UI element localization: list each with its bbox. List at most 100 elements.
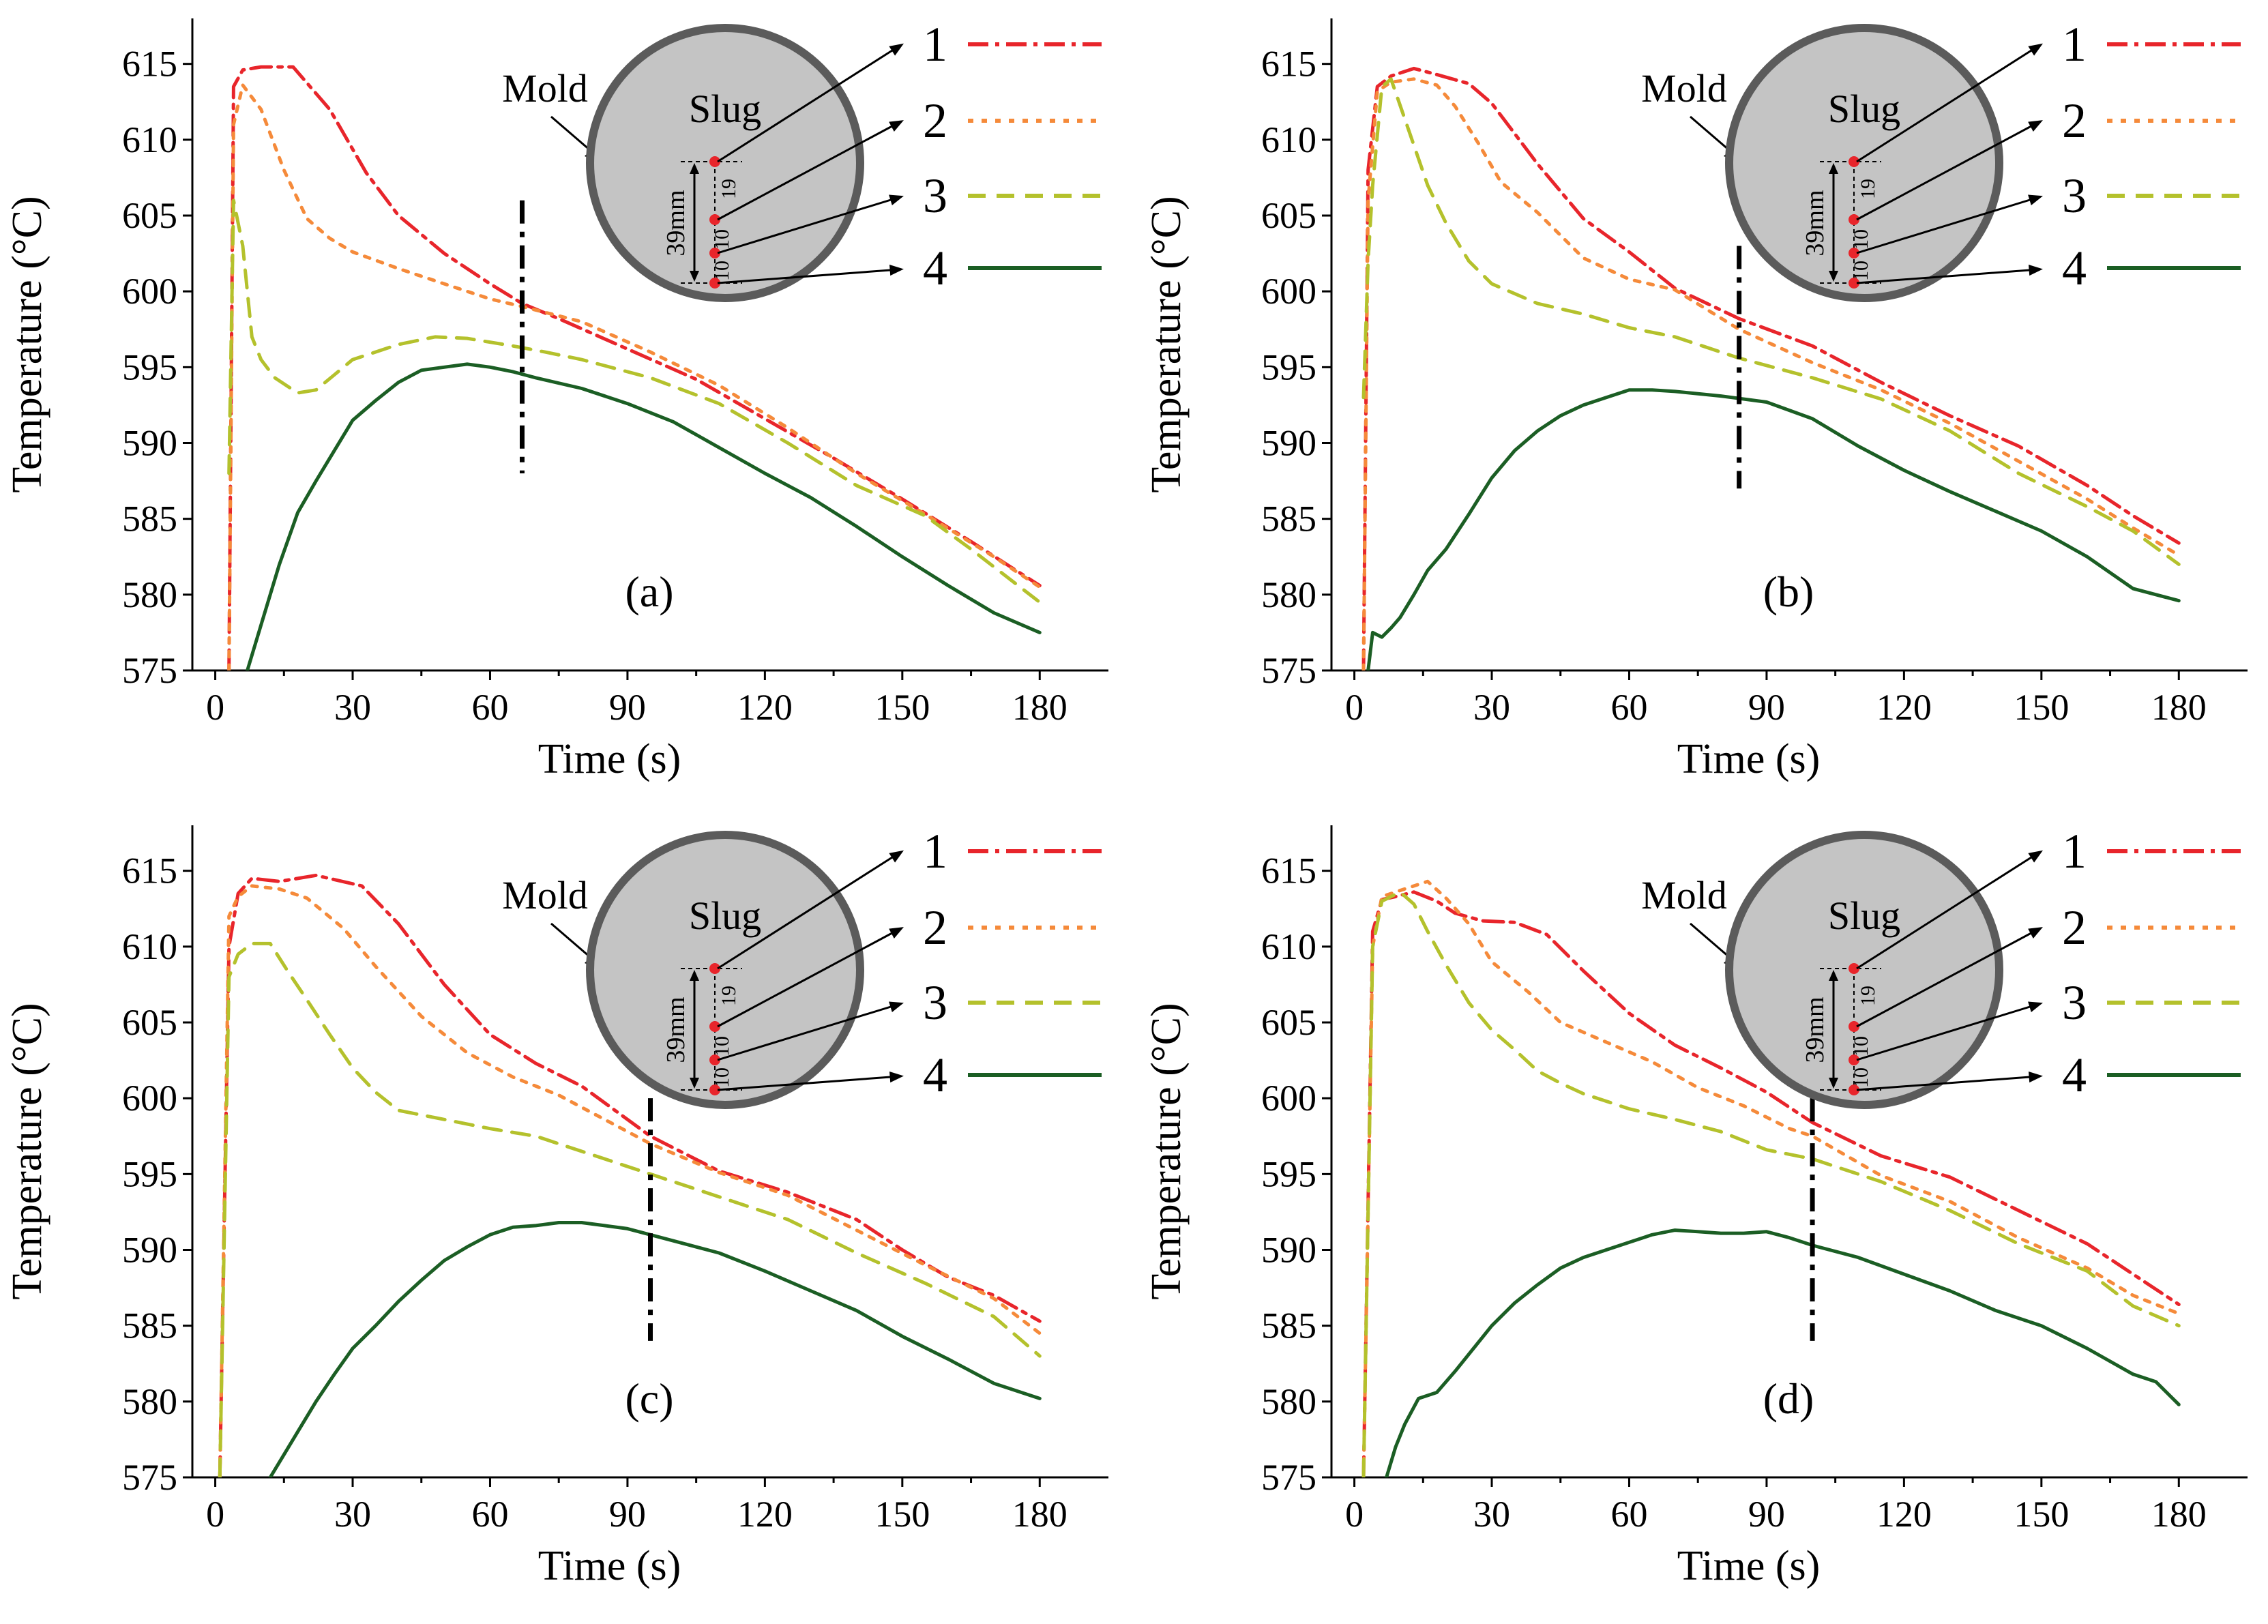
thermocouple-point-2 — [709, 1021, 720, 1032]
series-line-4 — [246, 362, 1042, 670]
x-tick-label: 60 — [1610, 687, 1647, 728]
y-tick-label: 610 — [1261, 926, 1316, 967]
slug-label: Slug — [689, 894, 761, 938]
dimension-c-label: 19 — [718, 986, 740, 1006]
dimension-arrow-bottom — [1829, 1078, 1838, 1089]
thermocouple-point-4 — [709, 278, 720, 289]
leader-arrow-2 — [889, 927, 904, 939]
slug-label: Slug — [689, 87, 761, 131]
series-line-2 — [1361, 77, 2181, 670]
series-line-1 — [218, 873, 1042, 1477]
slug-label: Slug — [1828, 894, 1900, 938]
x-tick-label: 180 — [1012, 1494, 1067, 1535]
thermocouple-point-1 — [1849, 963, 1859, 974]
series-line-4 — [1366, 388, 2181, 670]
x-tick-label: 60 — [1610, 1494, 1647, 1535]
dimension-total-label: 39mm — [662, 996, 690, 1063]
leader-arrow-4 — [889, 265, 904, 276]
x-tick-label: 180 — [2151, 687, 2207, 728]
leader-arrow-4 — [2028, 1072, 2043, 1083]
y-axis-title: Temperature (°C) — [4, 1003, 50, 1299]
x-tick-label: 150 — [2014, 1494, 2069, 1535]
dimension-c-label: 19 — [718, 179, 740, 199]
x-tick-label: 60 — [471, 687, 508, 728]
y-tick-label: 595 — [122, 346, 177, 387]
panel-label: (d) — [1763, 1374, 1814, 1423]
y-axis-title: Temperature (°C) — [4, 196, 50, 492]
legend-number-1: 1 — [923, 17, 947, 72]
dimension-b-label: 10 — [1850, 229, 1872, 250]
x-tick-label: 0 — [206, 1494, 224, 1535]
legend-number-1: 1 — [2062, 824, 2087, 879]
leader-arrow-4 — [2028, 265, 2043, 276]
thermocouple-point-4 — [709, 1084, 720, 1095]
leader-line-4 — [1856, 268, 2039, 284]
leader-line-1 — [1856, 851, 2039, 970]
dimension-arrow-bottom — [1829, 271, 1838, 282]
y-tick-label: 585 — [122, 499, 177, 540]
dimension-b-label: 10 — [711, 229, 733, 250]
y-tick-label: 575 — [1261, 650, 1316, 691]
legend-number-4: 4 — [923, 241, 947, 295]
y-tick-label: 595 — [1261, 1153, 1316, 1194]
dimension-c-label: 19 — [1857, 986, 1879, 1006]
y-axis-title: Temperature (°C) — [1143, 196, 1190, 492]
leader-line-1 — [717, 851, 900, 970]
x-tick-label: 90 — [609, 1494, 646, 1535]
x-tick-label: 120 — [1876, 687, 1932, 728]
leader-line-3 — [717, 196, 900, 254]
dimension-c-label: 19 — [1857, 179, 1879, 199]
y-tick-label: 600 — [1261, 1078, 1316, 1119]
series-line-3 — [1361, 77, 2181, 566]
y-tick-label: 595 — [1261, 346, 1316, 387]
dimension-b-label: 10 — [711, 1036, 733, 1057]
thermocouple-point-2 — [1849, 1021, 1859, 1032]
dimension-total-label: 39mm — [1801, 190, 1829, 256]
x-tick-label: 0 — [1345, 687, 1364, 728]
chart-panel-a: 0 30 60 90 120 150 180 575 580 585 590 595 600 605 610… — [4, 17, 1108, 782]
mold-label: Mold — [1641, 873, 1727, 917]
legend-number-2: 2 — [923, 900, 947, 955]
panel-label: (b) — [1763, 567, 1814, 616]
leader-line-1 — [1856, 44, 2039, 163]
legend-number-4: 4 — [2062, 1048, 2087, 1102]
series-line-4 — [268, 1221, 1042, 1477]
leader-line-3 — [1856, 1003, 2039, 1061]
dimension-a-label: 10 — [1850, 261, 1872, 281]
thermocouple-point-1 — [709, 156, 720, 167]
slug-circle — [1725, 24, 2003, 302]
x-tick-label: 150 — [874, 1494, 930, 1535]
x-tick-label: 120 — [1876, 1494, 1932, 1535]
leader-arrow-4 — [889, 1072, 904, 1083]
leader-line-3 — [717, 1003, 900, 1061]
dimension-arrow-bottom — [690, 271, 699, 282]
x-tick-label: 60 — [471, 1494, 508, 1535]
leader-line-2 — [1856, 928, 2039, 1028]
legend-number-2: 2 — [923, 93, 947, 148]
dimension-arrow-top — [690, 163, 699, 174]
leader-line-2 — [717, 928, 900, 1028]
y-tick-label: 605 — [1261, 1002, 1316, 1043]
dimension-arrow-top — [1829, 970, 1838, 981]
x-tick-label: 30 — [334, 687, 371, 728]
y-tick-label: 580 — [1261, 1381, 1316, 1422]
chart-panel-d: 0 30 60 90 120 150 180 575 580 585 590 595 600 605 610… — [1143, 824, 2248, 1589]
thermocouple-point-2 — [709, 214, 720, 225]
x-tick-label: 150 — [874, 687, 930, 728]
chart-panel-c: 0 30 60 90 120 150 180 575 580 585 590 595 600 605 610… — [4, 824, 1108, 1589]
leader-line-4 — [717, 1075, 900, 1091]
leader-arrow-2 — [2028, 927, 2043, 939]
y-tick-label: 590 — [122, 423, 177, 464]
x-tick-label: 30 — [334, 1494, 371, 1535]
y-tick-label: 590 — [1261, 423, 1316, 464]
x-axis-title: Time (s) — [538, 1543, 681, 1589]
thermocouple-point-3 — [709, 248, 720, 259]
inset-schematic: Mold Slug 39mm 19 10 10 1 2 3 4 — [1641, 824, 2241, 1109]
y-tick-label: 610 — [122, 119, 177, 160]
legend-number-3: 3 — [923, 975, 947, 1030]
leader-arrow-3 — [2028, 194, 2043, 205]
thermocouple-point-3 — [709, 1054, 720, 1065]
y-tick-label: 585 — [122, 1305, 177, 1346]
inset-schematic: Mold Slug 39mm 19 10 10 1 2 3 4 — [502, 824, 1102, 1109]
dimension-arrow-top — [690, 970, 699, 981]
